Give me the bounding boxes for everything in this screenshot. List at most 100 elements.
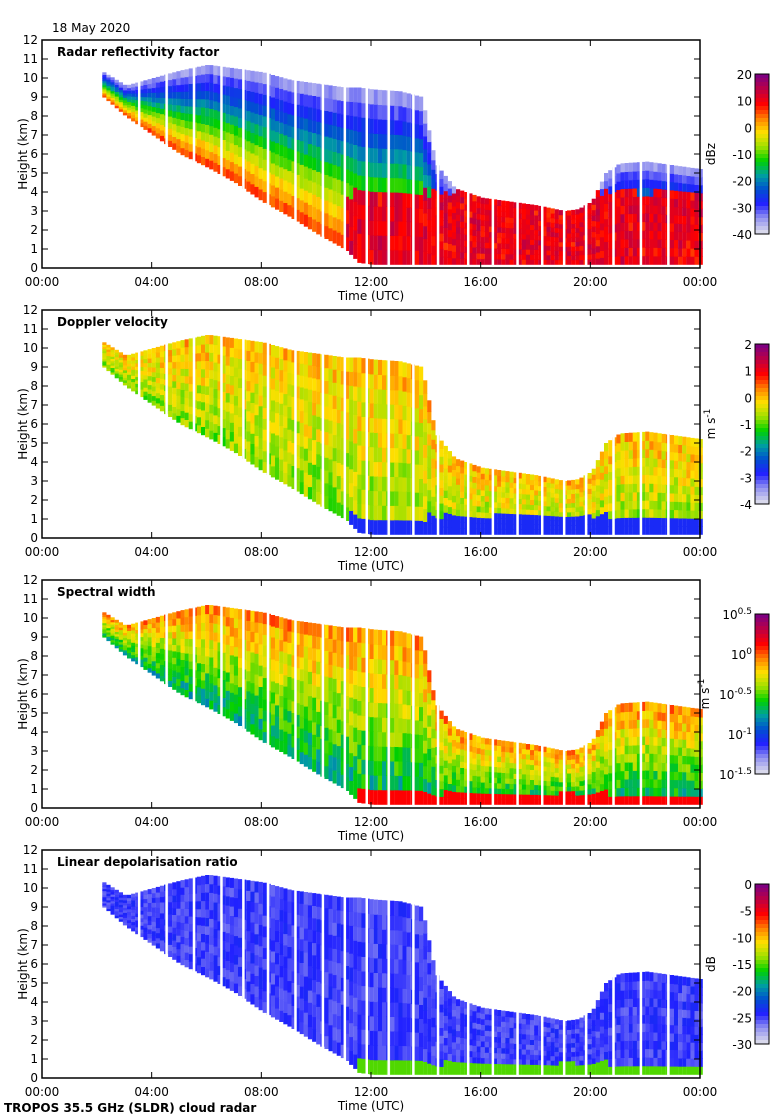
cloud-cell (452, 726, 456, 733)
cloud-cell (143, 363, 147, 368)
cloud-cell (510, 768, 514, 774)
cloud-cell (472, 230, 476, 236)
cloud-cell (205, 386, 209, 395)
cloud-cell (176, 78, 180, 85)
data-gap (516, 40, 519, 268)
cloud-cell (547, 482, 551, 487)
cloud-cell (106, 345, 110, 348)
cloud-cell (353, 628, 357, 643)
cloud-cell (304, 412, 308, 425)
cloud-cell (686, 232, 690, 241)
y-tick-label: 11 (23, 52, 38, 66)
cloud-cell (448, 223, 452, 231)
cloud-cell (246, 360, 250, 371)
cloud-cell (653, 247, 657, 256)
cloud-cell (234, 637, 238, 647)
cloud-cell (168, 122, 172, 129)
cloud-cell (300, 470, 304, 482)
cloud-cell (616, 165, 620, 174)
cloud-cell (444, 790, 448, 798)
cloud-cell (181, 127, 185, 135)
cloud-cell (230, 133, 234, 143)
cloud-cell (353, 358, 357, 373)
cloud-cell (407, 662, 411, 677)
cloud-cell (579, 227, 583, 232)
cloud-cell (579, 231, 583, 236)
y-axis-label: Height (km) (16, 388, 30, 459)
cloud-cell (575, 232, 579, 237)
cloud-cell (575, 502, 579, 507)
cloud-cell (670, 493, 674, 502)
cloud-cell (510, 747, 514, 753)
cloud-cell (427, 208, 431, 220)
cloud-cell (255, 186, 259, 197)
cloud-cell (324, 702, 328, 715)
cloud-cell (390, 689, 394, 704)
cloud-cell (472, 752, 476, 758)
cloud-cell (510, 207, 514, 213)
colorbar-swatch (755, 226, 769, 231)
colorbar-swatch (755, 214, 769, 219)
cloud-cell (226, 653, 230, 663)
cloud-cell (283, 124, 287, 136)
cloud-cell (143, 629, 147, 634)
cloud-cell (324, 689, 328, 702)
cloud-cell (226, 607, 230, 617)
cloud-cell (263, 678, 267, 689)
cloud-cell (448, 486, 452, 494)
cloud-cell (497, 756, 501, 762)
cloud-cell (197, 139, 201, 148)
data-gap (412, 40, 415, 268)
cloud-cell (559, 530, 563, 535)
cloud-cell (333, 461, 337, 475)
cloud-cell (353, 144, 357, 159)
cloud-cell (333, 435, 337, 449)
cloud-cell (283, 439, 287, 451)
cloud-cell (185, 390, 189, 398)
cloud-cell (213, 685, 217, 694)
cloud-cell (452, 798, 456, 805)
cloud-cell (579, 487, 583, 492)
cloud-cell (653, 526, 657, 535)
cloud-cell (185, 646, 189, 654)
cloud-cell (246, 141, 250, 152)
cloud-cell (658, 509, 662, 518)
cloud-cell (485, 766, 489, 772)
cloud-cell (444, 716, 448, 724)
cloud-cell (674, 231, 678, 240)
cloud-cell (670, 435, 674, 444)
y-tick-label: 6 (30, 147, 38, 161)
cloud-cell (168, 638, 172, 645)
cloud-cell (172, 368, 176, 375)
cloud-cell (353, 400, 357, 415)
cloud-cell (555, 223, 559, 228)
cloud-cell (279, 189, 283, 201)
cloud-cell (575, 223, 579, 228)
cloud-cell (205, 428, 209, 437)
colorbar-swatch (755, 202, 769, 207)
cloud-cell (329, 85, 333, 99)
cloud-cell (440, 726, 444, 734)
cloud-cell (530, 494, 534, 500)
cloud-cell (658, 459, 662, 468)
cloud-cell (143, 657, 147, 662)
cloud-cell (481, 214, 485, 220)
cloud-cell (686, 502, 690, 511)
y-tick-label: 5 (30, 166, 38, 180)
cloud-cell (181, 404, 185, 412)
cloud-cell (497, 524, 501, 530)
cloud-cell (695, 478, 699, 487)
cloud-cell (403, 377, 407, 392)
cloud-cell (419, 665, 423, 680)
cloud-cell (390, 448, 394, 463)
cloud-cell (555, 530, 559, 535)
cloud-cell (250, 341, 254, 352)
cloud-cell (390, 491, 394, 506)
cloud-cell (349, 115, 353, 130)
cloud-cell (456, 729, 460, 736)
cloud-cell (279, 122, 283, 134)
cloud-cell (176, 409, 180, 416)
cloud-cell (308, 438, 312, 451)
cloud-cell (279, 470, 283, 482)
cloud-cell (312, 636, 316, 649)
